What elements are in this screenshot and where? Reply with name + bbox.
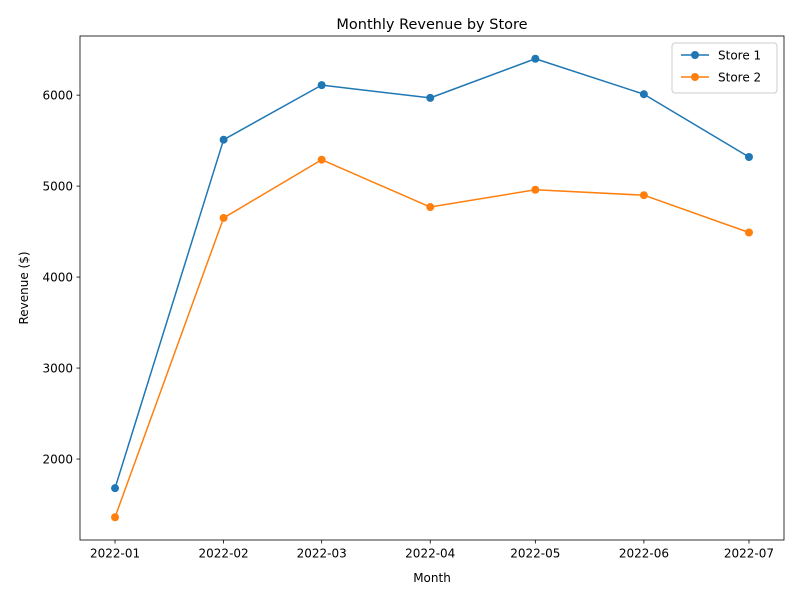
data-point-store-2 [639, 191, 648, 200]
legend-entry-store-2: Store 2 [681, 70, 761, 84]
x-axis-label: Month [413, 571, 451, 585]
legend-swatch-marker [691, 51, 699, 59]
data-point-store-2 [744, 228, 753, 237]
legend-label: Store 2 [718, 70, 761, 84]
chart-title: Monthly Revenue by Store [336, 17, 527, 33]
series-store-1 [111, 54, 753, 493]
data-point-store-1 [426, 93, 435, 102]
plot-frame [79, 35, 785, 541]
x-tick-label: 2022-04 [405, 547, 455, 561]
series-store-2 [111, 155, 753, 522]
data-point-store-1 [219, 135, 228, 144]
y-tick-label: 6000 [42, 88, 73, 102]
x-tick-label: 2022-07 [724, 547, 774, 561]
data-point-store-1 [317, 81, 326, 90]
data-point-store-1 [744, 152, 753, 161]
plot-area [80, 36, 784, 540]
y-axis-label: Revenue ($) [17, 251, 31, 324]
legend-entry-store-1: Store 1 [681, 48, 761, 62]
data-point-store-1 [111, 484, 120, 493]
series-layer [111, 54, 753, 522]
legend: Store 1 Store 2 [671, 42, 778, 94]
legend-label: Store 1 [718, 48, 761, 62]
x-axis: 2022-01 2022-02 2022-03 2022-04 2022-05 2022-… [90, 540, 774, 561]
y-tick-label: 5000 [42, 179, 73, 193]
data-point-store-2 [111, 513, 120, 522]
data-point-store-2 [426, 203, 435, 212]
data-point-store-1 [531, 54, 540, 63]
x-tick-label: 2022-01 [90, 547, 140, 561]
x-tick-label: 2022-02 [199, 547, 249, 561]
y-tick-label: 4000 [42, 270, 73, 284]
data-point-store-2 [317, 155, 326, 164]
x-tick-label: 2022-06 [619, 547, 669, 561]
y-tick-label: 2000 [42, 452, 73, 466]
x-tick-label: 2022-05 [510, 547, 560, 561]
data-point-store-1 [639, 90, 648, 99]
y-axis: 2000 3000 4000 5000 6000 [42, 88, 80, 466]
data-point-store-2 [531, 185, 540, 194]
x-tick-label: 2022-03 [297, 547, 347, 561]
data-point-store-2 [219, 213, 228, 222]
legend-swatch-marker [691, 73, 699, 81]
y-tick-label: 3000 [42, 361, 73, 375]
